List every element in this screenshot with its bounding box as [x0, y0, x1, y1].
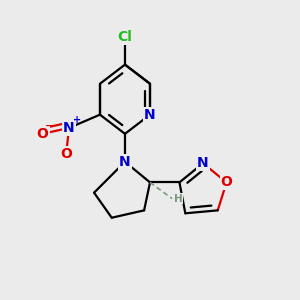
- Text: −: −: [45, 121, 55, 130]
- Text: N: N: [119, 155, 131, 169]
- Text: O: O: [37, 127, 49, 141]
- Text: O: O: [220, 176, 232, 189]
- Text: O: O: [60, 147, 72, 161]
- Text: N: N: [144, 108, 156, 122]
- Text: +: +: [73, 115, 81, 125]
- Text: N: N: [63, 121, 75, 135]
- Text: N: N: [197, 156, 209, 170]
- Text: H: H: [174, 194, 183, 204]
- Text: Cl: Cl: [118, 30, 132, 44]
